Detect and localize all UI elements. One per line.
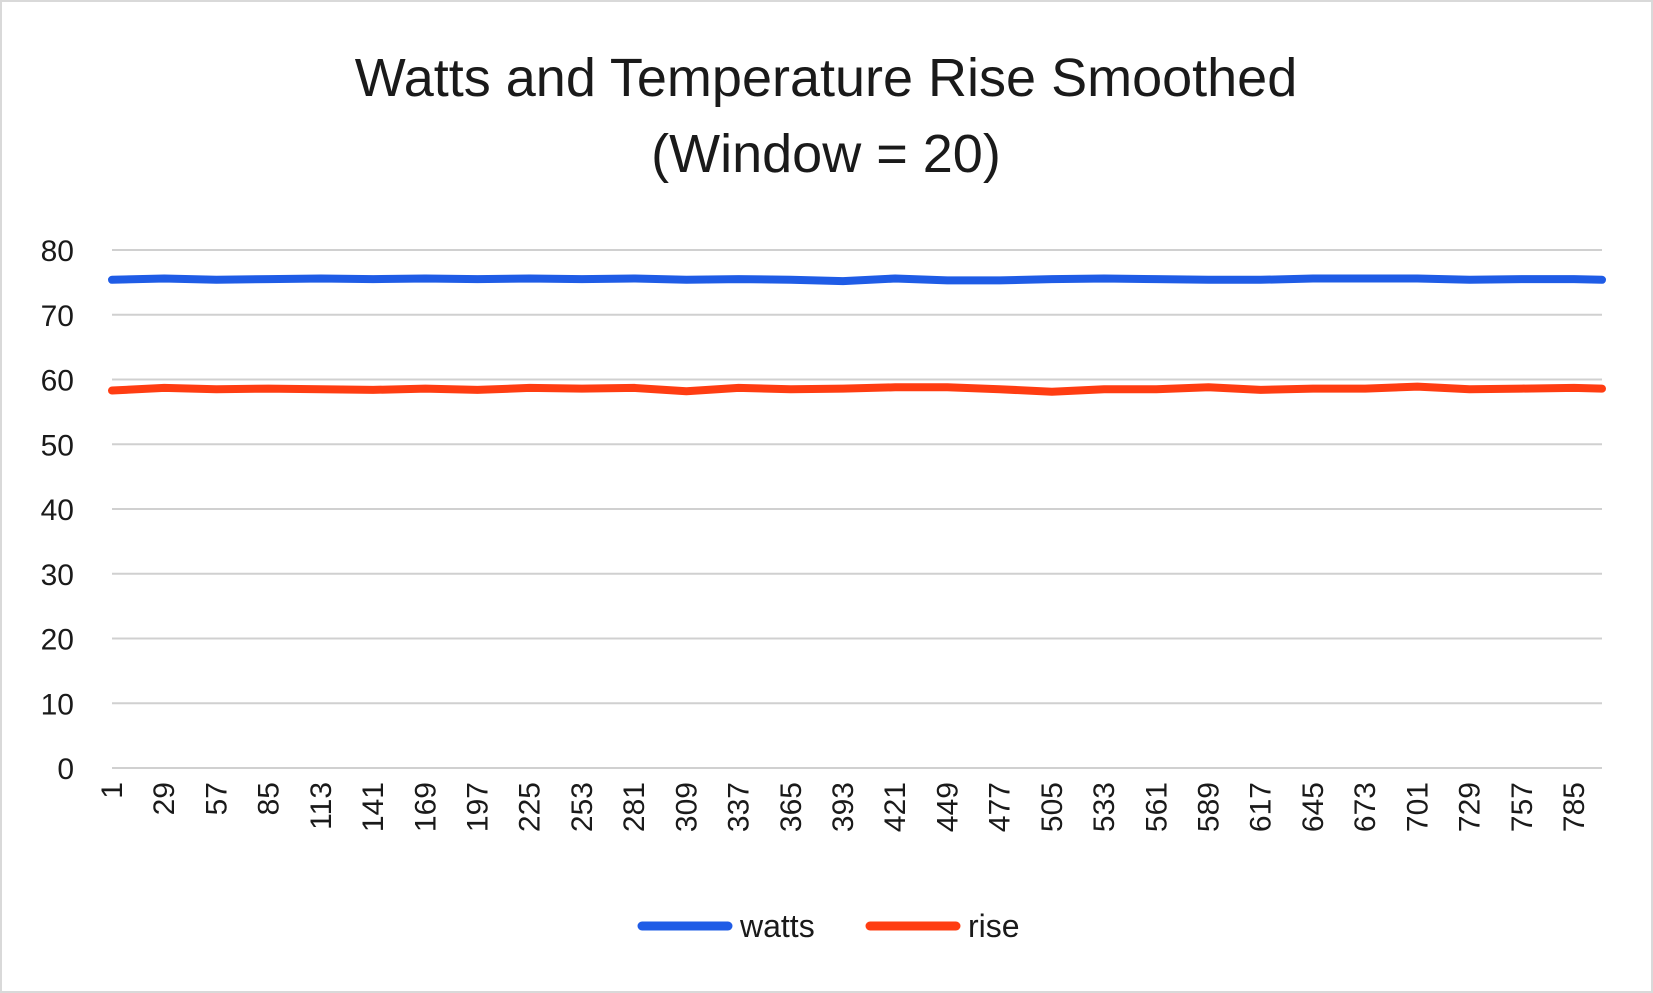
x-tick-label: 393 xyxy=(827,782,860,832)
x-tick-label: 29 xyxy=(148,782,181,815)
x-tick-label: 477 xyxy=(984,782,1017,832)
x-tick-label: 757 xyxy=(1506,782,1539,832)
x-tick-label: 589 xyxy=(1193,782,1226,832)
x-tick-label: 617 xyxy=(1245,782,1278,832)
series-lines xyxy=(108,274,1606,396)
x-tick-label: 645 xyxy=(1297,782,1330,832)
x-tick-label: 785 xyxy=(1558,782,1591,832)
x-tick-label: 1 xyxy=(96,782,129,799)
chart-title: Watts and Temperature Rise Smoothed xyxy=(355,48,1297,108)
chart-subtitle: (Window = 20) xyxy=(651,124,1001,184)
x-tick-label: 113 xyxy=(305,782,338,830)
x-tick-label: 421 xyxy=(879,782,912,832)
y-tick-label: 30 xyxy=(41,559,74,592)
series-line-watts xyxy=(108,274,1606,286)
x-tick-label: 533 xyxy=(1088,782,1121,832)
x-tick-label: 673 xyxy=(1349,782,1382,832)
y-tick-label: 40 xyxy=(41,494,74,527)
y-tick-label: 20 xyxy=(41,624,74,657)
x-tick-label: 365 xyxy=(775,782,808,832)
x-tick-label: 253 xyxy=(566,782,599,832)
x-tick-label: 85 xyxy=(253,782,286,815)
x-tick-label: 225 xyxy=(514,782,547,832)
x-axis-labels: 1 29 57 85 113 141 169 197 225 253 281 309 337 365 393… xyxy=(96,782,1591,832)
x-tick-label: 561 xyxy=(1140,782,1173,832)
x-tick-label: 169 xyxy=(409,782,442,832)
x-tick-label: 197 xyxy=(462,782,495,832)
x-tick-label: 701 xyxy=(1401,782,1434,832)
y-tick-label: 50 xyxy=(41,429,74,462)
y-tick-label: 0 xyxy=(57,753,74,786)
legend: watts rise xyxy=(637,908,1020,944)
x-tick-label: 505 xyxy=(1036,782,1069,832)
gridlines xyxy=(112,249,1602,769)
x-tick-label: 141 xyxy=(357,782,390,832)
legend-label-watts: watts xyxy=(739,908,815,944)
y-tick-label: 70 xyxy=(41,300,74,333)
legend-label-rise: rise xyxy=(968,908,1020,944)
x-tick-label: 729 xyxy=(1454,782,1487,832)
series-line-rise xyxy=(108,382,1606,396)
x-tick-label: 449 xyxy=(931,782,964,832)
x-tick-label: 57 xyxy=(200,782,233,815)
x-tick-label: 337 xyxy=(723,782,756,832)
x-tick-label: 309 xyxy=(670,782,703,832)
y-tick-label: 80 xyxy=(41,235,74,268)
y-axis-labels: 0 10 20 30 40 50 60 70 80 xyxy=(41,235,74,786)
y-tick-label: 10 xyxy=(41,688,74,721)
x-tick-label: 281 xyxy=(618,782,651,832)
y-tick-label: 60 xyxy=(41,365,74,398)
